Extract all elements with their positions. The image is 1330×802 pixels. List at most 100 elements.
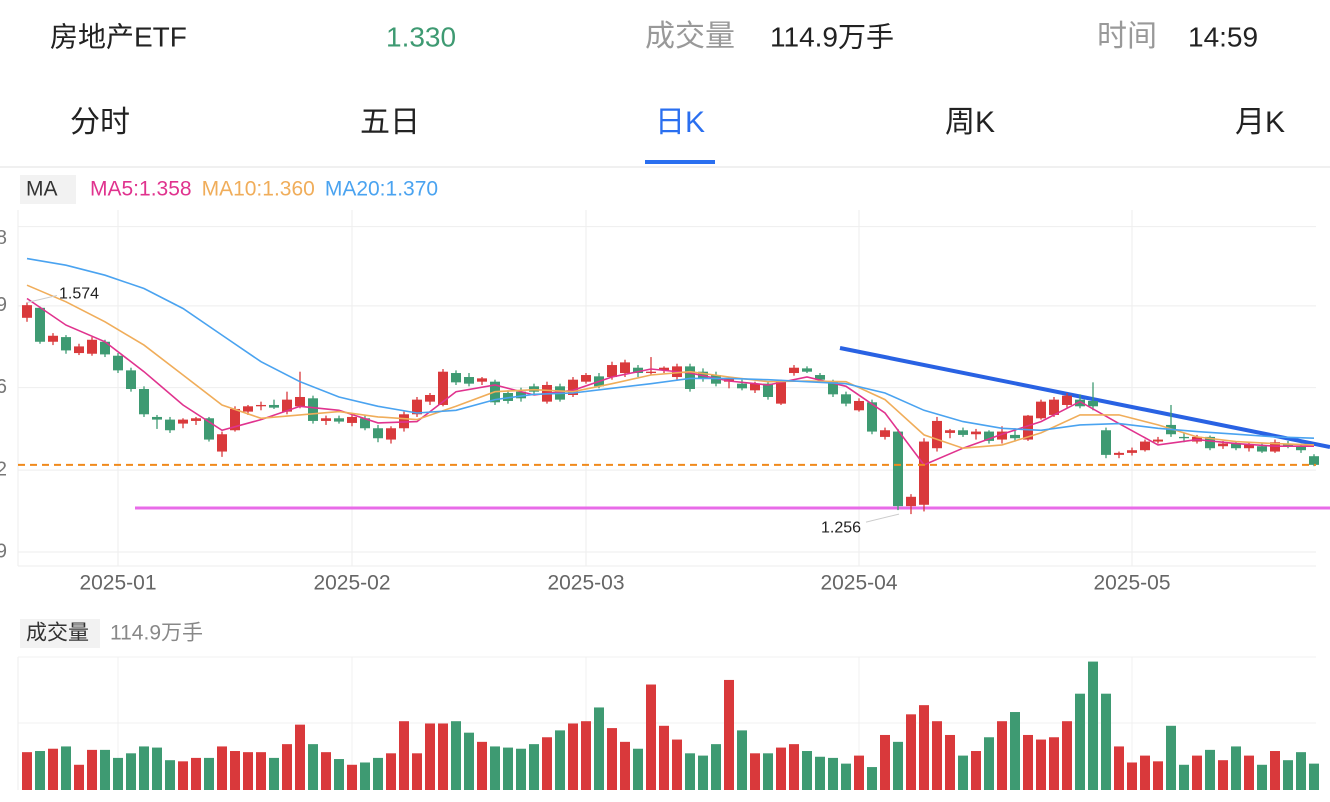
volume-bar — [100, 749, 110, 790]
candle-body — [178, 419, 188, 424]
candle-body — [1049, 399, 1059, 415]
volume-bar — [165, 760, 175, 790]
candle-body — [126, 370, 136, 389]
candle-body — [61, 337, 71, 351]
x-tick-label: 2025-01 — [79, 572, 156, 595]
fund-name: 房地产ETF — [50, 21, 187, 52]
volume-bar — [282, 744, 292, 790]
y-tick-label: 1.199 — [0, 540, 7, 562]
volume-bar — [711, 744, 721, 790]
candle-body — [204, 418, 214, 440]
candle-body — [945, 430, 955, 433]
candle-body — [386, 428, 396, 440]
volume-bar — [750, 753, 760, 790]
volume-bar — [360, 762, 370, 790]
volume-bar — [672, 739, 682, 790]
volume-bar — [542, 737, 552, 790]
volume-bar — [1309, 763, 1319, 790]
volume-bar — [1088, 661, 1098, 790]
candle-body — [737, 383, 747, 389]
candle-body — [1036, 401, 1046, 419]
volume-bar — [906, 714, 916, 790]
candle-body — [1283, 443, 1293, 447]
volume-bar — [880, 734, 890, 790]
volume-bar — [308, 744, 318, 790]
volume-bar — [256, 752, 266, 790]
tab[interactable]: 五日 — [360, 106, 420, 139]
candle-body — [256, 404, 266, 407]
volume-bar — [737, 730, 747, 790]
volume-bar — [1023, 734, 1033, 790]
volume-bar — [1257, 764, 1267, 790]
tab[interactable]: 月K — [1235, 106, 1285, 139]
candle-body — [334, 418, 344, 422]
volume-legend-box — [20, 619, 100, 648]
candle-body — [1257, 446, 1267, 452]
volume-bar — [945, 734, 955, 790]
candle-body — [22, 305, 32, 318]
candle-body — [295, 396, 305, 407]
volume-bar — [464, 732, 474, 790]
candle-body — [48, 335, 58, 342]
ma-legend-box — [20, 175, 76, 204]
candle-body — [1114, 452, 1124, 455]
candle-body — [1127, 450, 1137, 453]
candle-body — [776, 381, 786, 404]
candle-body — [919, 441, 929, 505]
candle-body — [100, 341, 110, 355]
candle-body — [1309, 456, 1319, 465]
candle-body — [308, 398, 318, 421]
tab[interactable]: 分时 — [70, 106, 130, 139]
x-tick-label: 2025-02 — [313, 572, 390, 595]
volume-bar — [178, 761, 188, 790]
volume-bar — [1192, 755, 1202, 790]
volume-bar — [1036, 739, 1046, 790]
candle-body — [360, 418, 370, 429]
ma-line — [26, 284, 1315, 450]
volume-bar — [620, 741, 630, 790]
candle-body — [451, 373, 461, 383]
volume-bar — [789, 744, 799, 790]
candle-body — [568, 379, 578, 395]
candle-body — [633, 367, 643, 374]
time-value: 14:59 — [1188, 21, 1258, 52]
candle-body — [971, 431, 981, 435]
candle-body — [74, 346, 84, 354]
legend-entry: MA5:1.358 — [90, 178, 192, 201]
candle-body — [373, 428, 383, 439]
volume-bar — [243, 752, 253, 790]
candle-body — [789, 367, 799, 374]
ma-line — [26, 297, 1314, 466]
time-label: 时间 — [1097, 20, 1157, 53]
tab[interactable]: 日K — [655, 106, 705, 139]
volume-subtitle: 114.9万手 — [110, 622, 203, 645]
candle-body — [477, 378, 487, 382]
candle-body — [425, 394, 435, 402]
candle-body — [269, 404, 279, 408]
candle-body — [87, 339, 97, 354]
volume-bar — [477, 741, 487, 790]
volume-bar — [48, 748, 58, 790]
volume-bar — [594, 707, 604, 790]
volume-bar — [113, 757, 123, 790]
volume-bar — [61, 746, 71, 790]
volume-bar — [1179, 764, 1189, 790]
low-label: 1.256 — [821, 519, 861, 536]
volume-bar — [35, 751, 45, 790]
volume-bar — [373, 757, 383, 790]
volume-bar — [828, 757, 838, 790]
volume-bar — [1140, 755, 1150, 790]
volume-bar — [724, 679, 734, 790]
candle-body — [958, 430, 968, 435]
candle-body — [217, 434, 227, 452]
volume-bar — [87, 749, 97, 790]
volume-bar — [1075, 693, 1085, 790]
tab[interactable]: 周K — [945, 106, 995, 139]
volume-bar — [386, 753, 396, 790]
candle-body — [503, 392, 513, 401]
candle-body — [815, 375, 825, 380]
last-price: 1.330 — [386, 21, 456, 52]
candle-body — [841, 394, 851, 404]
volume-bar — [607, 728, 617, 790]
